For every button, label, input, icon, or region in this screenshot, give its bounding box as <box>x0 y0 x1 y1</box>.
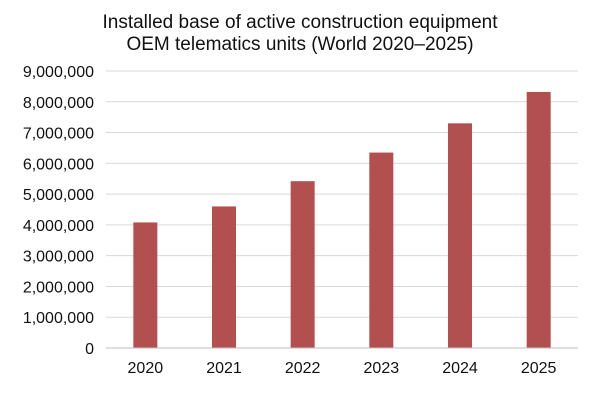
y-tick-labels: 0 1,000,000 2,000,000 3,000,000 4,000,000 5,0… <box>23 64 94 358</box>
bar-2021 <box>212 206 236 348</box>
x-tick-label: 2021 <box>206 360 242 377</box>
y-tick-label: 4,000,000 <box>23 218 94 235</box>
x-tick-label: 2023 <box>364 360 400 377</box>
y-tick-label: 8,000,000 <box>23 95 94 112</box>
bar-2020 <box>133 222 158 348</box>
x-tick-label: 2022 <box>285 360 321 377</box>
bars <box>133 91 551 348</box>
gridlines <box>106 70 578 318</box>
x-tick-label: 2025 <box>521 360 557 377</box>
bar-2024 <box>448 123 472 348</box>
y-tick-label: 2,000,000 <box>23 279 94 296</box>
x-tick-label: 2020 <box>128 360 164 377</box>
y-tick-label: 6,000,000 <box>23 156 94 173</box>
y-tick-label: 7,000,000 <box>23 126 94 143</box>
y-tick-label: 0 <box>85 341 94 358</box>
y-tick-label: 1,000,000 <box>23 310 94 327</box>
chart-title: Installed base of active construction eq… <box>0 12 600 56</box>
x-tick-labels: 2020 2021 2022 2023 2024 2025 <box>128 360 557 377</box>
y-tick-label: 9,000,000 <box>23 64 94 81</box>
x-tick-label: 2024 <box>442 360 478 377</box>
bar-2025 <box>526 91 551 348</box>
chart-title-line-1: Installed base of active construction eq… <box>102 12 498 33</box>
bar-2023 <box>369 152 394 348</box>
y-tick-label: 3,000,000 <box>23 249 94 266</box>
bar-2022 <box>290 181 315 348</box>
chart-title-line-2: OEM telematics units (World 2020–2025) <box>126 34 474 55</box>
y-tick-label: 5,000,000 <box>23 187 94 204</box>
